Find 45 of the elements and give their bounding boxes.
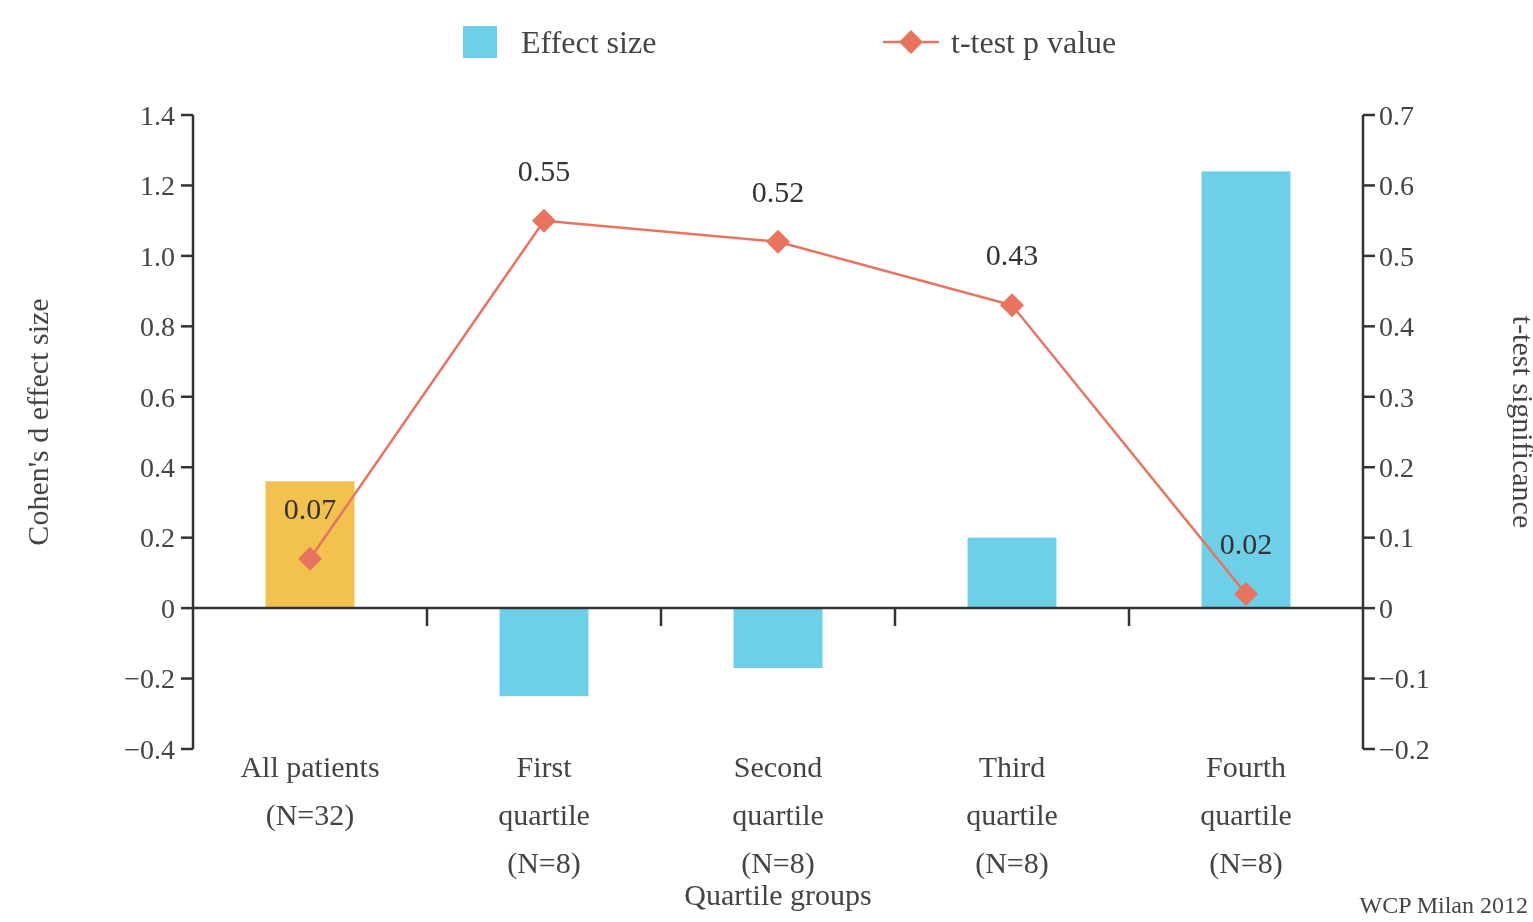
x-tick-label: Third quartile (N=8) [966,750,1058,880]
y2-tick-label: −0.2 [1379,733,1430,765]
data-label: 0.07 [283,491,337,525]
y-tick-label: −0.4 [124,733,175,765]
bar [967,537,1057,609]
y2-tick-label: 0.4 [1379,311,1414,343]
x-tick-label: Second quartile (N=8) [732,750,824,880]
y-tick-label: 0 [161,592,175,624]
bar [1201,171,1291,609]
y-tick-label: 1.4 [140,99,175,131]
y-tick-label: 0.6 [140,381,175,413]
y2-tick-label: −0.1 [1379,663,1430,695]
y2-tick-label: 0.6 [1379,170,1414,202]
point [298,546,322,571]
bar [265,481,355,609]
legend-label: t-test p value [951,24,1117,61]
y2-tick-label: 0.1 [1379,522,1414,554]
x-tick-label: First quartile (N=8) [498,750,590,880]
data-label: 0.52 [751,174,805,208]
y-tick-label: −0.2 [124,663,175,695]
x-axis-title: Quartile groups [684,878,872,911]
y-tick-label: 1.0 [140,240,175,272]
bar [733,608,823,668]
point [1234,582,1258,607]
y2-tick-label: 0.2 [1379,452,1414,484]
point [532,208,556,233]
y-axis-title: Cohen's d effect size [21,298,54,546]
y2-tick-label: 0.3 [1379,381,1414,413]
y-tick-label: 1.2 [140,170,175,202]
bar [499,608,589,697]
point [766,229,790,254]
y2-tick-label: 0.7 [1379,99,1414,131]
legend-label: Effect size [521,24,657,61]
y-tick-label: 0.8 [140,311,175,343]
text: WCP Milan 2012 [1359,892,1528,918]
data-label: 0.55 [517,153,571,187]
y-tick-label: 0.2 [140,522,175,554]
point [1000,293,1024,318]
x-tick-label: All patients (N=32) [240,750,380,832]
x-tick-label: Fourth quartile (N=8) [1200,750,1292,880]
data-label: 0.02 [1219,527,1273,561]
data-label: 0.43 [985,238,1039,272]
y-tick-label: 0.4 [140,452,175,484]
y2-tick-label: 0 [1379,592,1393,624]
y2-tick-label: 0.5 [1379,240,1414,272]
